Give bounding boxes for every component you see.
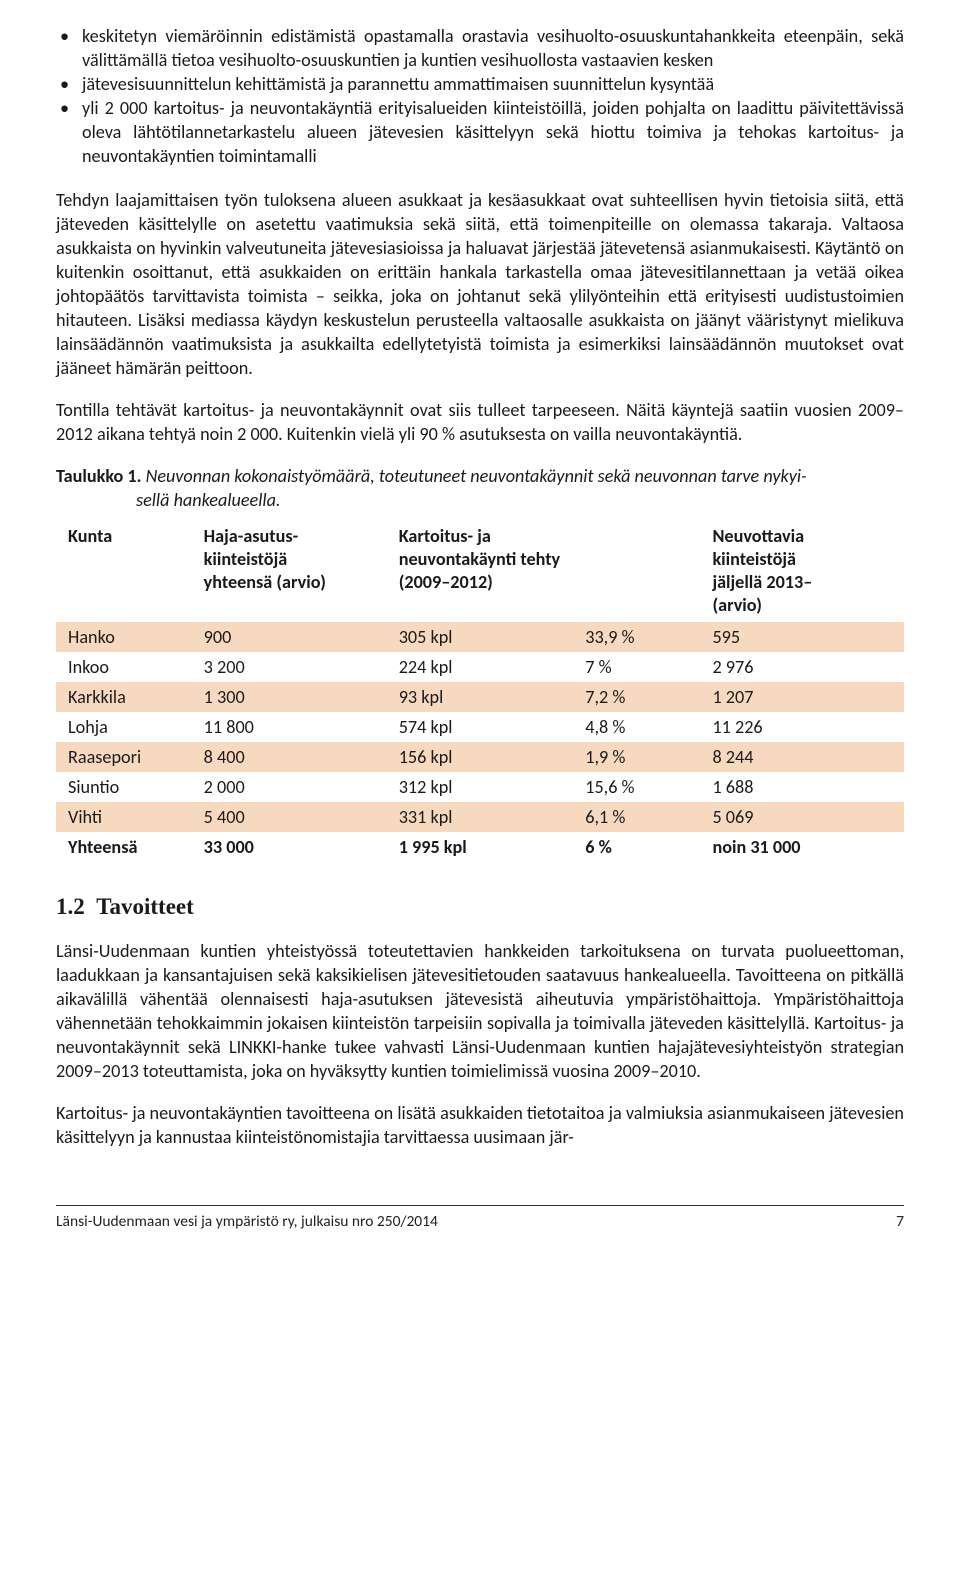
table-total-row: Yhteensä33 0001 995 kpl6 %noin 31 000 — [56, 832, 904, 862]
cell-haja: 2 000 — [192, 772, 387, 802]
col-haja: Haja-asutus-kiinteistöjäyhteensä (arvio) — [192, 522, 387, 622]
cell-kpl: 1 995 kpl — [387, 832, 574, 862]
cell-pct: 4,8 % — [573, 712, 700, 742]
section-heading: 1.2 Tavoitteet — [56, 892, 904, 922]
cell-neuv: 8 244 — [700, 742, 904, 772]
table-caption-label: Taulukko 1. — [56, 465, 142, 487]
cell-pct: 7 % — [573, 652, 700, 682]
cell-neuv: 1 688 — [700, 772, 904, 802]
cell-kpl: 574 kpl — [387, 712, 574, 742]
table-caption-text: Neuvonnan kokonaistyömäärä, toteutuneet … — [146, 465, 807, 487]
advice-table: Kunta Haja-asutus-kiinteistöjäyhteensä (… — [56, 522, 904, 862]
table-row: Hanko900305 kpl33,9 %595 — [56, 622, 904, 652]
cell-neuv: 5 069 — [700, 802, 904, 832]
cell-pct: 7,2 % — [573, 682, 700, 712]
cell-kpl: 312 kpl — [387, 772, 574, 802]
body-paragraph: Tehdyn laajamittaisen työn tuloksena alu… — [56, 188, 904, 380]
cell-kunta: Inkoo — [56, 652, 192, 682]
cell-pct: 33,9 % — [573, 622, 700, 652]
cell-kunta: Raasepori — [56, 742, 192, 772]
table-caption-text-line2: sellä hankealueella. — [56, 488, 904, 512]
cell-kunta: Vihti — [56, 802, 192, 832]
section-title: Tavoitteet — [96, 894, 194, 919]
footer-publication: Länsi-Uudenmaan vesi ja ympäristö ry, ju… — [56, 1212, 438, 1232]
cell-kpl: 93 kpl — [387, 682, 574, 712]
cell-haja: 1 300 — [192, 682, 387, 712]
cell-neuv: 11 226 — [700, 712, 904, 742]
body-paragraph: Tontilla tehtävät kartoitus- ja neuvonta… — [56, 398, 904, 446]
bullet-list: keskitetyn viemäröinnin edistämistä opas… — [56, 24, 904, 168]
table-row: Karkkila1 30093 kpl7,2 %1 207 — [56, 682, 904, 712]
col-neuvottavia: Neuvottaviakiinteistöjäjäljellä 2013–(ar… — [700, 522, 904, 622]
page-footer: Länsi-Uudenmaan vesi ja ympäristö ry, ju… — [56, 1205, 904, 1232]
cell-haja: 33 000 — [192, 832, 387, 862]
bullet-item: keskitetyn viemäröinnin edistämistä opas… — [56, 24, 904, 72]
table-body: Hanko900305 kpl33,9 %595Inkoo3 200224 kp… — [56, 622, 904, 862]
cell-pct: 1,9 % — [573, 742, 700, 772]
cell-neuv: 2 976 — [700, 652, 904, 682]
cell-haja: 5 400 — [192, 802, 387, 832]
body-paragraph: Länsi-Uudenmaan kuntien yhteistyössä tot… — [56, 939, 904, 1083]
col-kunta: Kunta — [56, 522, 192, 622]
cell-pct: 6,1 % — [573, 802, 700, 832]
cell-neuv: 595 — [700, 622, 904, 652]
cell-kunta: Siuntio — [56, 772, 192, 802]
cell-pct: 6 % — [573, 832, 700, 862]
table-row: Siuntio2 000312 kpl15,6 %1 688 — [56, 772, 904, 802]
cell-haja: 900 — [192, 622, 387, 652]
cell-kpl: 305 kpl — [387, 622, 574, 652]
table-row: Raasepori8 400156 kpl1,9 %8 244 — [56, 742, 904, 772]
table-header-row: Kunta Haja-asutus-kiinteistöjäyhteensä (… — [56, 522, 904, 622]
cell-haja: 3 200 — [192, 652, 387, 682]
cell-pct: 15,6 % — [573, 772, 700, 802]
cell-haja: 8 400 — [192, 742, 387, 772]
cell-kpl: 224 kpl — [387, 652, 574, 682]
cell-neuv: 1 207 — [700, 682, 904, 712]
table-caption: Taulukko 1. Neuvonnan kokonaistyömäärä, … — [56, 464, 904, 512]
body-paragraph: Kartoitus- ja neuvontakäyntien tavoittee… — [56, 1101, 904, 1149]
footer-page-number: 7 — [896, 1212, 904, 1232]
cell-kpl: 156 kpl — [387, 742, 574, 772]
cell-kunta: Hanko — [56, 622, 192, 652]
cell-kunta: Yhteensä — [56, 832, 192, 862]
table-row: Lohja11 800574 kpl4,8 %11 226 — [56, 712, 904, 742]
col-kartoitus: Kartoitus- janeuvontakäynti tehty(2009–2… — [387, 522, 701, 622]
cell-neuv: noin 31 000 — [700, 832, 904, 862]
table-row: Vihti5 400331 kpl6,1 %5 069 — [56, 802, 904, 832]
cell-haja: 11 800 — [192, 712, 387, 742]
cell-kpl: 331 kpl — [387, 802, 574, 832]
bullet-item: jätevesisuunnittelun kehittämistä ja par… — [56, 72, 904, 96]
cell-kunta: Lohja — [56, 712, 192, 742]
bullet-item: yli 2 000 kartoitus- ja neuvontakäyntiä … — [56, 96, 904, 168]
section-number: 1.2 — [56, 894, 85, 919]
table-row: Inkoo3 200224 kpl7 %2 976 — [56, 652, 904, 682]
cell-kunta: Karkkila — [56, 682, 192, 712]
